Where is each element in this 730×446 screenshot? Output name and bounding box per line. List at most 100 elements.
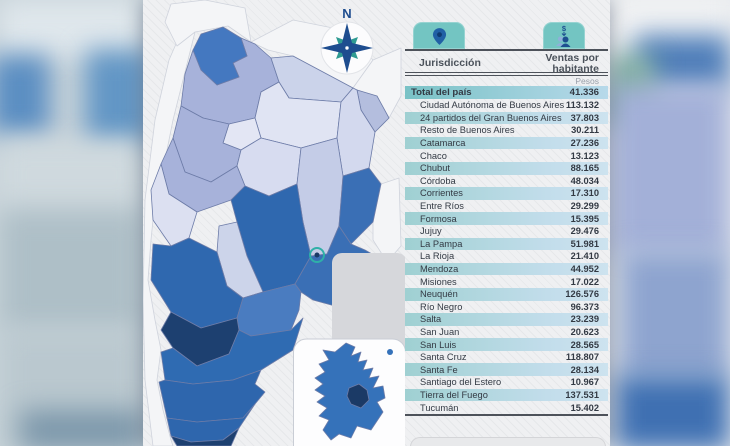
table-row: Río Negro 96.373 [405, 301, 608, 314]
table-row: 24 partidos del Gran Buenos Aires 37.803 [405, 111, 608, 125]
blur-blob [85, 50, 143, 145]
jurisdiction-label: Santa Cruz [420, 352, 467, 363]
caba-highlight-ring [309, 247, 325, 263]
total-value: 41.336 [569, 87, 599, 98]
blur-blob [20, 410, 143, 446]
province-jujuy[interactable] [192, 26, 248, 86]
jurisdiction-value: 23.239 [570, 314, 599, 325]
blur-blob [620, 250, 730, 380]
table-row: Corrientes 17.310 [405, 187, 608, 200]
table-row: Entre Ríos 29.299 [405, 200, 608, 213]
compass-north-label: N [342, 6, 351, 21]
table-row: Neuquén 126.576 [405, 287, 608, 301]
jurisdiction-label: 24 partidos del Gran Buenos Aires [420, 112, 562, 123]
column-header-jurisdiction: Jurisdicción [419, 57, 481, 69]
jurisdiction-label: La Pampa [420, 238, 463, 249]
table-row: La Pampa 51.981 [405, 237, 608, 251]
person-money-icon: $ [556, 24, 571, 47]
jurisdiction-value: 88.165 [570, 163, 599, 174]
compass-rose-icon: N [320, 6, 374, 75]
jurisdiction-value: 13.123 [570, 150, 599, 161]
table-row: Córdoba 48.034 [405, 175, 608, 188]
jurisdiction-label: Córdoba [420, 175, 456, 186]
neighbor-bolivia [164, 0, 252, 47]
jurisdiction-value: 29.476 [570, 226, 599, 237]
jurisdiction-value: 118.807 [565, 352, 599, 363]
jurisdiction-label: Resto de Buenos Aires [420, 125, 515, 136]
header-double-rule [405, 72, 608, 76]
tab-ventas-per-habitante[interactable]: $ [543, 22, 585, 49]
jurisdiction-label: Ciudad Autónoma de Buenos Aires [420, 100, 565, 111]
jurisdiction-label: Santiago del Estero [420, 377, 502, 388]
jurisdiction-label: Entre Ríos [420, 201, 464, 212]
jurisdiction-label: Santa Fe [420, 364, 458, 375]
location-pin-icon [432, 28, 446, 45]
unit-label: Pesos [575, 76, 599, 86]
jurisdiction-value: 44.952 [570, 264, 599, 275]
table-row: Misiones 17.022 [405, 275, 608, 288]
table-row: Mendoza 44.952 [405, 262, 608, 276]
table-row: Santiago del Estero 10.967 [405, 376, 608, 389]
blur-blob [610, 85, 730, 255]
blur-blob [0, 210, 143, 330]
jurisdiction-value: 27.236 [570, 138, 599, 149]
blur-blob [615, 375, 730, 446]
jurisdiction-value: 30.211 [571, 125, 599, 136]
tab-jurisdiction[interactable] [413, 22, 465, 49]
jurisdiction-label: Jujuy [420, 226, 442, 237]
jurisdiction-value: 10.967 [570, 377, 599, 388]
bottom-panel-edge [410, 437, 606, 446]
inset-delta-dot [387, 349, 393, 355]
table-row: Santa Cruz 118.807 [405, 351, 608, 364]
jurisdiction-label: Mendoza [420, 264, 459, 275]
jurisdiction-label: San Juan [420, 326, 460, 337]
jurisdiction-value: 137.531 [565, 389, 599, 400]
table-row: Chubut 88.165 [405, 161, 608, 175]
total-row: Total del país 41.336 [405, 86, 608, 99]
jurisdiction-label: Neuquén [420, 289, 458, 300]
table-row: Jujuy 29.476 [405, 225, 608, 238]
blur-blob [0, 140, 143, 210]
jurisdiction-value: 20.623 [570, 326, 599, 337]
infographic-panel: N $ Jurisd [143, 0, 610, 446]
table-bottom-rule [405, 414, 608, 416]
jurisdiction-value: 17.310 [570, 188, 599, 199]
jurisdiction-value: 96.373 [570, 301, 599, 312]
jurisdiction-label: Formosa [420, 213, 457, 224]
jurisdiction-value: 28.565 [570, 339, 599, 350]
jurisdiction-value: 113.132 [565, 100, 599, 111]
table-row: Tierra del Fuego 137.531 [405, 388, 608, 402]
jurisdiction-value: 51.981 [570, 238, 599, 249]
table-row: San Luis 28.565 [405, 338, 608, 351]
jurisdiction-value: 48.034 [570, 175, 599, 186]
table-row: Formosa 15.395 [405, 212, 608, 225]
jurisdiction-label: La Rioja [420, 251, 455, 262]
jurisdiction-rows: Ciudad Autónoma de Buenos Aires 113.132 … [405, 99, 608, 414]
table-row: Resto de Buenos Aires 30.211 [405, 124, 608, 137]
table-row: Salta 23.239 [405, 313, 608, 326]
header-top-rule [405, 49, 608, 51]
jurisdiction-label: San Luis [420, 339, 457, 350]
neighbor-chile [143, 27, 196, 446]
jurisdiction-label: Salta [420, 314, 442, 325]
total-label: Total del país [411, 87, 472, 98]
jurisdiction-label: Tierra del Fuego [420, 389, 488, 400]
province-tierra-del-fuego[interactable] [170, 427, 240, 446]
argentina-choropleth-map: N [143, 0, 405, 446]
table-row: San Juan 20.623 [405, 326, 608, 339]
jurisdiction-table: $ Jurisdicción Ventas por habitante Peso… [405, 0, 608, 446]
table-row: Santa Fe 28.134 [405, 363, 608, 377]
jurisdiction-value: 21.410 [570, 251, 599, 262]
jurisdiction-value: 126.576 [565, 289, 599, 300]
jurisdiction-value: 15.395 [570, 213, 599, 224]
jurisdiction-label: Tucumán [420, 402, 459, 413]
blurred-backdrop-left [0, 0, 143, 446]
table-rows: Total del país 41.336 Ciudad Autónoma de… [405, 86, 608, 414]
inset-caba-shape[interactable] [346, 383, 370, 409]
jurisdiction-label: Chaco [420, 150, 447, 161]
blur-blob [0, 55, 50, 135]
blurred-backdrop-right [610, 0, 730, 446]
jurisdiction-value: 28.134 [570, 364, 599, 375]
table-row: Tucumán 15.402 [405, 401, 608, 414]
column-header-value: Ventas por habitante [545, 52, 599, 76]
